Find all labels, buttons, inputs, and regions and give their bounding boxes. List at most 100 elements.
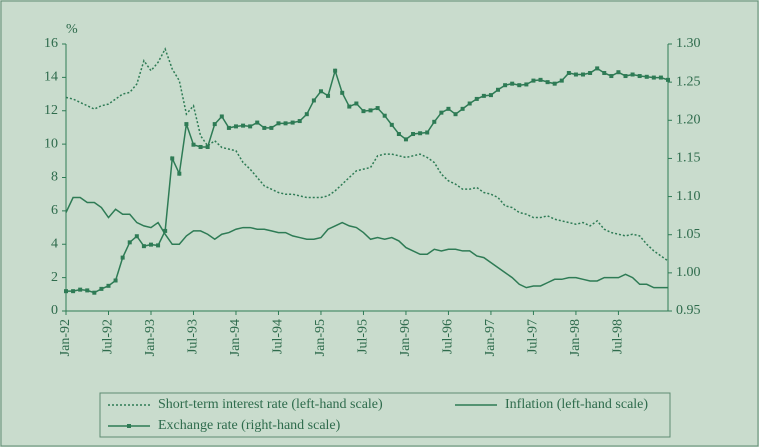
point bbox=[510, 81, 515, 86]
point bbox=[375, 106, 380, 111]
point bbox=[113, 278, 118, 283]
point bbox=[609, 74, 614, 79]
point bbox=[205, 144, 210, 149]
y-tick-label: 4 bbox=[51, 236, 58, 251]
point bbox=[333, 68, 338, 73]
y-axis-label: % bbox=[66, 22, 78, 37]
point bbox=[623, 74, 628, 79]
point bbox=[354, 101, 359, 106]
point bbox=[255, 120, 260, 125]
point bbox=[184, 122, 189, 127]
x-tick-label: Jul-95 bbox=[356, 319, 371, 354]
point bbox=[311, 98, 316, 103]
point bbox=[226, 125, 231, 130]
point bbox=[163, 228, 168, 233]
legend-marker bbox=[127, 424, 131, 428]
point bbox=[616, 70, 621, 75]
x-tick-label: Jan-94 bbox=[228, 319, 243, 356]
point bbox=[347, 104, 352, 109]
point bbox=[368, 108, 373, 113]
point bbox=[403, 137, 408, 142]
point bbox=[552, 81, 557, 86]
y-tick-label: 0 bbox=[51, 303, 58, 318]
point bbox=[170, 156, 175, 161]
point bbox=[602, 70, 607, 75]
point bbox=[630, 72, 635, 77]
y-tick-label: 10 bbox=[44, 136, 58, 151]
point bbox=[219, 114, 224, 119]
point bbox=[297, 119, 302, 124]
point bbox=[418, 131, 423, 136]
point bbox=[481, 93, 486, 98]
point bbox=[127, 240, 132, 245]
y-tick-label: 2 bbox=[51, 270, 58, 285]
point bbox=[531, 78, 536, 83]
point bbox=[64, 289, 68, 294]
point bbox=[212, 122, 217, 127]
point bbox=[198, 144, 203, 149]
point bbox=[134, 234, 139, 239]
y-tick-label: 8 bbox=[51, 170, 58, 185]
point bbox=[269, 125, 274, 130]
point bbox=[425, 130, 430, 135]
point bbox=[545, 80, 550, 85]
y-tick-label: 12 bbox=[44, 103, 58, 118]
point bbox=[559, 78, 564, 83]
point bbox=[573, 72, 578, 77]
x-tick-label: Jul-98 bbox=[611, 319, 626, 354]
point bbox=[396, 132, 401, 137]
point bbox=[538, 77, 543, 82]
y2-tick-label: 1.20 bbox=[676, 113, 701, 128]
point bbox=[318, 89, 323, 94]
point bbox=[262, 125, 267, 130]
point bbox=[326, 93, 331, 98]
point bbox=[432, 119, 437, 124]
y2-tick-label: 1.15 bbox=[676, 151, 701, 166]
point bbox=[177, 171, 182, 176]
point bbox=[581, 72, 586, 77]
point bbox=[92, 290, 97, 295]
y-tick-label: 14 bbox=[44, 70, 58, 85]
point bbox=[233, 124, 238, 129]
point bbox=[474, 96, 479, 101]
point bbox=[71, 289, 76, 294]
legend-label: Short-term interest rate (left-hand scal… bbox=[158, 397, 383, 412]
point bbox=[446, 106, 451, 111]
point bbox=[148, 242, 153, 247]
point bbox=[340, 90, 345, 95]
x-tick-label: Jan-96 bbox=[398, 319, 413, 356]
y-tick-label: 6 bbox=[51, 203, 58, 218]
x-tick-label: Jan-92 bbox=[58, 319, 73, 356]
point bbox=[644, 74, 649, 79]
point bbox=[290, 120, 295, 125]
x-tick-label: Jan-93 bbox=[143, 319, 158, 356]
point bbox=[467, 101, 472, 106]
point bbox=[488, 93, 493, 98]
x-tick-label: Jan-97 bbox=[483, 319, 498, 356]
x-tick-label: Jul-94 bbox=[271, 319, 286, 354]
point bbox=[411, 132, 416, 137]
point bbox=[191, 142, 196, 147]
point bbox=[517, 83, 522, 88]
legend-label: Inflation (left-hand scale) bbox=[505, 397, 648, 412]
x-tick-label: Jul-92 bbox=[101, 319, 116, 354]
point bbox=[156, 243, 161, 248]
point bbox=[658, 75, 663, 80]
x-tick-label: Jan-98 bbox=[568, 319, 583, 356]
point bbox=[453, 112, 458, 117]
point bbox=[283, 121, 288, 126]
legend-box bbox=[99, 392, 671, 438]
point bbox=[106, 283, 111, 288]
point bbox=[304, 112, 309, 117]
point bbox=[503, 83, 508, 88]
point bbox=[460, 106, 465, 111]
x-tick-label: Jul-93 bbox=[186, 319, 201, 354]
y2-tick-label: 1.05 bbox=[676, 227, 701, 242]
x-tick-label: Jan-95 bbox=[313, 319, 328, 356]
point bbox=[248, 124, 253, 129]
y2-tick-label: 0.95 bbox=[676, 303, 701, 318]
point bbox=[666, 77, 670, 82]
point bbox=[588, 70, 593, 75]
